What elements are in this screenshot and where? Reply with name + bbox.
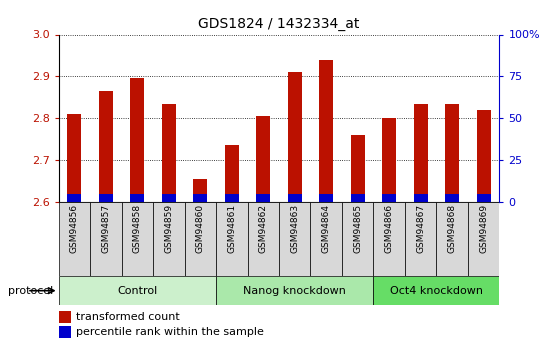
Text: transformed count: transformed count — [76, 312, 180, 322]
Bar — [373, 202, 405, 276]
Bar — [59, 276, 216, 305]
Bar — [90, 202, 122, 276]
Bar — [468, 202, 499, 276]
Text: GSM94867: GSM94867 — [416, 204, 425, 253]
Text: GSM94858: GSM94858 — [133, 204, 142, 253]
Bar — [99, 194, 113, 202]
Text: GSM94866: GSM94866 — [384, 204, 394, 253]
Bar — [413, 194, 428, 202]
Text: percentile rank within the sample: percentile rank within the sample — [76, 327, 264, 337]
Text: GSM94865: GSM94865 — [353, 204, 362, 253]
Bar — [99, 91, 113, 202]
Bar — [162, 104, 176, 202]
Text: GSM94861: GSM94861 — [227, 204, 236, 253]
Bar — [310, 202, 342, 276]
Bar — [225, 145, 239, 202]
Text: GSM94860: GSM94860 — [196, 204, 205, 253]
Text: GSM94869: GSM94869 — [479, 204, 488, 253]
Bar — [248, 202, 279, 276]
Bar — [288, 72, 302, 202]
Bar — [342, 202, 373, 276]
Bar — [382, 194, 396, 202]
Bar — [477, 110, 490, 202]
Bar — [436, 202, 468, 276]
Bar — [405, 202, 436, 276]
Text: GSM94863: GSM94863 — [290, 204, 299, 253]
Text: GSM94857: GSM94857 — [102, 204, 110, 253]
Text: Control: Control — [117, 286, 157, 296]
Bar — [193, 194, 208, 202]
Bar — [68, 194, 81, 202]
Bar — [185, 202, 216, 276]
Bar — [122, 202, 153, 276]
Bar — [216, 276, 373, 305]
Bar — [319, 60, 333, 202]
Bar — [413, 104, 428, 202]
Text: GSM94868: GSM94868 — [448, 204, 456, 253]
Bar — [256, 116, 270, 202]
Bar — [445, 194, 459, 202]
Bar — [216, 202, 248, 276]
Text: GSM94856: GSM94856 — [70, 204, 79, 253]
Text: Oct4 knockdown: Oct4 knockdown — [390, 286, 483, 296]
Bar — [162, 194, 176, 202]
Text: Nanog knockdown: Nanog knockdown — [243, 286, 346, 296]
Bar — [373, 276, 499, 305]
Bar — [193, 179, 208, 202]
Text: GSM94862: GSM94862 — [259, 204, 268, 253]
Bar — [68, 114, 81, 202]
Bar — [130, 78, 145, 202]
Bar — [445, 104, 459, 202]
Text: GSM94864: GSM94864 — [322, 204, 331, 253]
Bar — [256, 194, 270, 202]
Bar — [225, 194, 239, 202]
Bar — [130, 194, 145, 202]
Bar — [350, 194, 365, 202]
Bar — [59, 326, 71, 338]
Text: protocol: protocol — [8, 286, 54, 296]
Bar — [288, 194, 302, 202]
Bar — [59, 202, 90, 276]
Bar — [279, 202, 310, 276]
Bar — [350, 135, 365, 202]
Text: GSM94859: GSM94859 — [164, 204, 174, 253]
Bar — [59, 310, 71, 323]
Bar — [477, 194, 490, 202]
Bar — [153, 202, 185, 276]
Bar — [319, 194, 333, 202]
Bar — [382, 118, 396, 202]
Title: GDS1824 / 1432334_at: GDS1824 / 1432334_at — [198, 17, 360, 31]
